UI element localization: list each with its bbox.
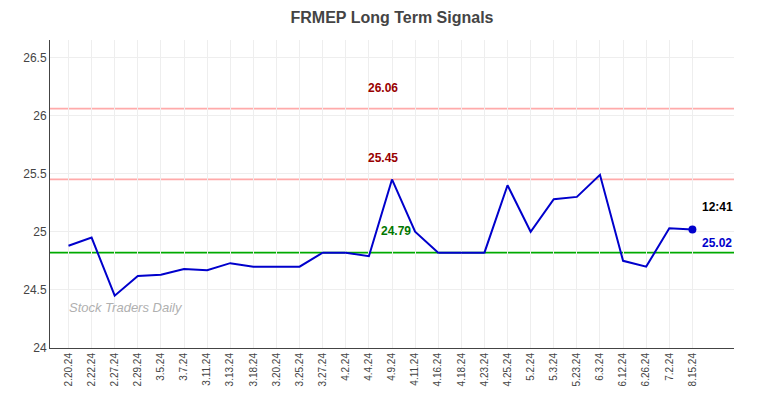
svg-text:25.5: 25.5 — [23, 167, 47, 181]
svg-text:3.18.24: 3.18.24 — [248, 353, 259, 387]
svg-text:25.02: 25.02 — [702, 236, 732, 250]
svg-text:26: 26 — [33, 109, 47, 123]
svg-text:12:41: 12:41 — [702, 200, 733, 214]
svg-text:3.13.24: 3.13.24 — [224, 353, 235, 387]
svg-text:8.15.24: 8.15.24 — [687, 353, 698, 387]
svg-text:3.7.24: 3.7.24 — [178, 353, 189, 381]
svg-text:3.20.24: 3.20.24 — [271, 353, 282, 387]
svg-text:4.11.24: 4.11.24 — [409, 353, 420, 386]
svg-text:25: 25 — [33, 225, 47, 239]
svg-text:3.27.24: 3.27.24 — [317, 353, 328, 387]
svg-text:4.18.24: 4.18.24 — [456, 353, 467, 387]
svg-text:25.45: 25.45 — [368, 151, 398, 165]
svg-text:5.23.24: 5.23.24 — [571, 353, 582, 387]
svg-text:4.16.24: 4.16.24 — [432, 353, 443, 387]
svg-text:4.2.24: 4.2.24 — [340, 353, 351, 381]
svg-text:2.20.24: 2.20.24 — [63, 353, 74, 387]
svg-text:2.27.24: 2.27.24 — [109, 353, 120, 387]
svg-text:6.12.24: 6.12.24 — [617, 353, 628, 387]
svg-text:4.4.24: 4.4.24 — [363, 353, 374, 381]
svg-text:4.25.24: 4.25.24 — [502, 353, 513, 387]
svg-text:24: 24 — [33, 341, 47, 355]
svg-text:26.06: 26.06 — [368, 81, 398, 95]
svg-text:4.23.24: 4.23.24 — [479, 353, 490, 387]
svg-text:3.5.24: 3.5.24 — [155, 353, 166, 381]
svg-text:7.2.24: 7.2.24 — [664, 353, 675, 381]
svg-text:FRMEP Long Term Signals: FRMEP Long Term Signals — [291, 9, 494, 26]
svg-text:6.26.24: 6.26.24 — [640, 353, 651, 387]
svg-text:5.3.24: 5.3.24 — [548, 353, 559, 381]
svg-text:5.2.24: 5.2.24 — [525, 353, 536, 381]
svg-text:Stock Traders Daily: Stock Traders Daily — [69, 300, 183, 315]
svg-text:4.9.24: 4.9.24 — [386, 353, 397, 381]
svg-text:3.11.24: 3.11.24 — [201, 353, 212, 386]
svg-text:3.25.24: 3.25.24 — [294, 353, 305, 387]
svg-text:2.22.24: 2.22.24 — [86, 353, 97, 387]
svg-text:2.29.24: 2.29.24 — [132, 353, 143, 387]
svg-text:26.5: 26.5 — [23, 51, 47, 65]
svg-text:6.3.24: 6.3.24 — [594, 353, 605, 381]
svg-text:24.5: 24.5 — [23, 283, 47, 297]
svg-text:24.79: 24.79 — [381, 224, 411, 238]
